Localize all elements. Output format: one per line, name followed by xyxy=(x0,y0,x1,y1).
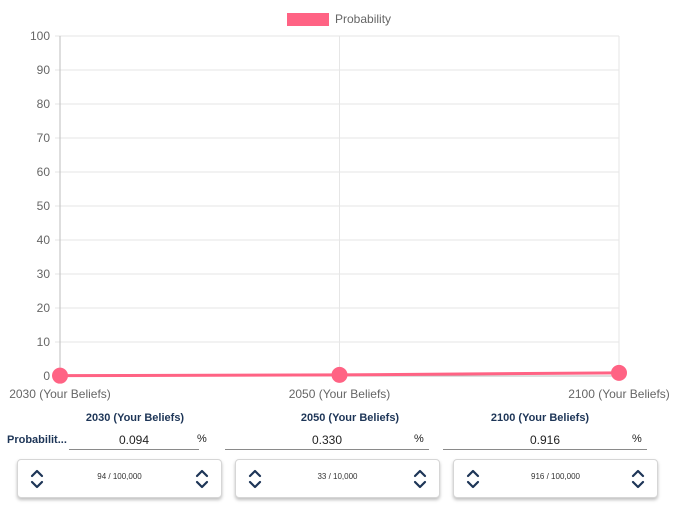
legend-swatch xyxy=(287,12,329,26)
stepper-count-2030: 94 / 100,000 xyxy=(97,472,142,481)
y-tick-label: 80 xyxy=(37,97,51,111)
percent-unit-2100: % xyxy=(632,433,642,445)
x-tick-label: 2030 (Your Beliefs) xyxy=(9,387,111,401)
row-label-probability: Probabilit... xyxy=(7,434,67,446)
chevron-up-down-icon[interactable] xyxy=(466,468,480,490)
percent-unit-2030: % xyxy=(197,433,207,445)
percent-unit-2050: % xyxy=(414,433,424,445)
probability-input-2050[interactable] xyxy=(225,431,429,450)
chart-legend[interactable]: Probability xyxy=(287,12,391,26)
probability-input-2100[interactable] xyxy=(443,431,647,450)
probability-chart: 0 10 20 30 40 50 60 70 80 90 100 2030 (Your Beliefs… xyxy=(9,29,670,401)
data-point xyxy=(611,364,627,381)
chevron-up-down-icon[interactable] xyxy=(30,468,44,490)
chevron-up-down-icon[interactable] xyxy=(413,468,427,490)
chevron-up-down-icon[interactable] xyxy=(195,468,209,490)
column-header-2030: 2030 (Your Beliefs) xyxy=(85,412,185,424)
y-tick-label: 70 xyxy=(37,131,51,145)
stepper-2050: 33 / 10,000 xyxy=(235,459,440,498)
y-tick-label: 50 xyxy=(37,199,51,213)
y-tick-label: 100 xyxy=(30,29,50,43)
column-header-2050: 2050 (Your Beliefs) xyxy=(300,412,400,424)
stepper-2030: 94 / 100,000 xyxy=(17,459,222,498)
stepper-count-2050: 33 / 10,000 xyxy=(317,472,358,481)
x-tick-label: 2100 (Your Beliefs) xyxy=(568,387,670,401)
y-tick-label: 40 xyxy=(37,233,51,247)
y-tick-label: 10 xyxy=(37,335,51,349)
y-tick-label: 90 xyxy=(37,63,51,77)
stepper-count-2100: 916 / 100,000 xyxy=(531,472,580,481)
chevron-up-down-icon[interactable] xyxy=(631,468,645,490)
stepper-2100: 916 / 100,000 xyxy=(453,459,658,498)
data-point xyxy=(52,367,68,384)
column-header-2100: 2100 (Your Beliefs) xyxy=(490,412,590,424)
chevron-up-down-icon[interactable] xyxy=(248,468,262,490)
y-tick-label: 60 xyxy=(37,165,51,179)
y-tick-label: 0 xyxy=(43,369,50,383)
data-point xyxy=(331,366,348,383)
y-tick-label: 30 xyxy=(37,267,51,281)
y-tick-label: 20 xyxy=(37,301,51,315)
probability-input-2030[interactable] xyxy=(69,431,199,450)
x-tick-label: 2050 (Your Beliefs) xyxy=(289,387,391,401)
legend-label: Probability xyxy=(335,12,392,26)
